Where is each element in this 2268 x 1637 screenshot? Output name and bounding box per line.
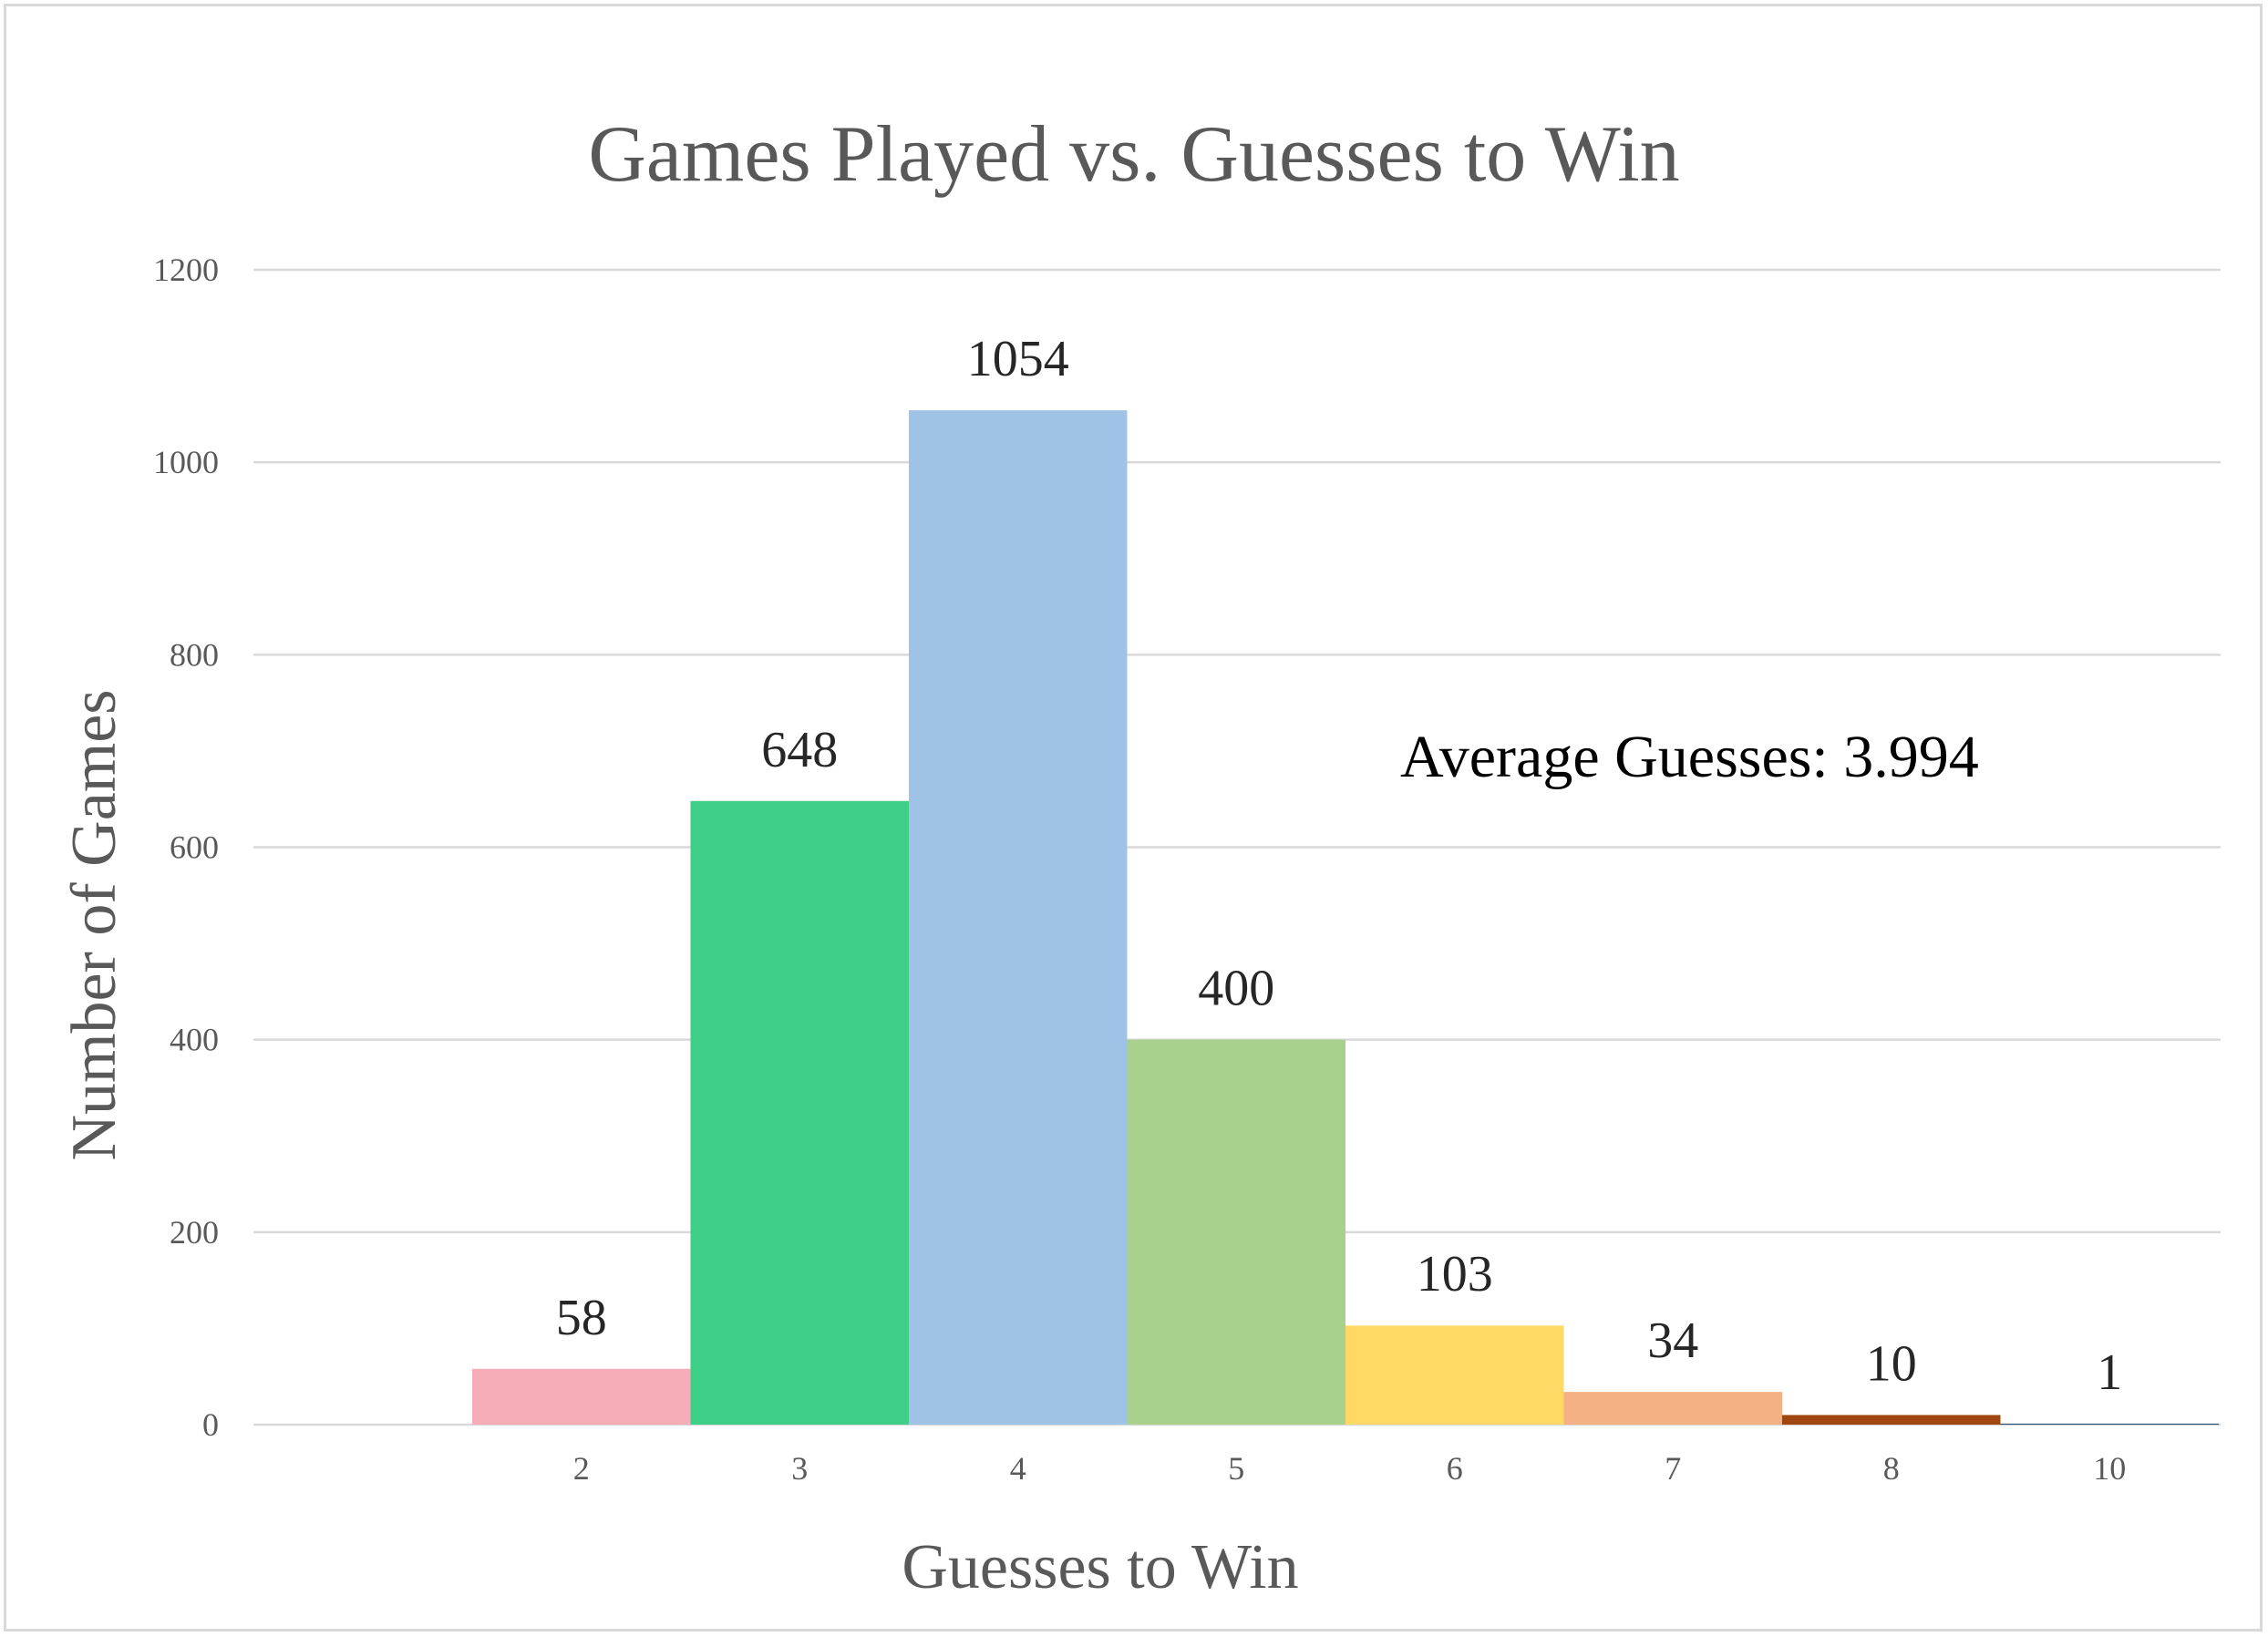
data-label-2: 58 bbox=[556, 1290, 607, 1346]
bar-7 bbox=[1563, 1392, 1782, 1425]
y-tick-label: 600 bbox=[170, 829, 219, 866]
bar-6 bbox=[1345, 1325, 1564, 1425]
data-labels: 58 648 1054 400 103 34 10 1 bbox=[556, 331, 2123, 1401]
x-tick-label-8: 8 bbox=[1883, 1450, 1900, 1487]
x-tick-label-3: 3 bbox=[791, 1450, 808, 1487]
y-axis-tick-labels: 0 200 400 600 800 1000 1200 bbox=[153, 252, 219, 1443]
bar-8 bbox=[1782, 1415, 2001, 1425]
bar-3 bbox=[690, 800, 909, 1425]
x-axis-title: Guesses to Win bbox=[902, 1532, 1298, 1602]
y-tick-label: 1000 bbox=[153, 444, 219, 480]
bars bbox=[472, 410, 2219, 1426]
x-tick-label-7: 7 bbox=[1665, 1450, 1681, 1487]
x-tick-label-6: 6 bbox=[1447, 1450, 1463, 1487]
y-axis-title: Number of Games bbox=[59, 689, 129, 1160]
chart-frame bbox=[4, 4, 2263, 1632]
y-tick-label: 400 bbox=[170, 1022, 219, 1058]
x-tick-label-2: 2 bbox=[573, 1450, 590, 1487]
data-label-10: 1 bbox=[2097, 1344, 2122, 1401]
x-tick-label-10: 10 bbox=[2093, 1450, 2126, 1487]
data-label-4: 1054 bbox=[967, 331, 1069, 387]
bar-10 bbox=[2000, 1423, 2219, 1425]
y-tick-label: 0 bbox=[202, 1406, 219, 1443]
x-axis-tick-labels: 2 3 4 5 6 7 8 10 bbox=[573, 1450, 2127, 1487]
y-tick-label: 800 bbox=[170, 636, 219, 673]
average-guesses-annotation: Average Guesses: 3.994 bbox=[1400, 724, 1979, 790]
data-label-3: 648 bbox=[761, 722, 838, 778]
data-label-6: 103 bbox=[1417, 1246, 1493, 1302]
x-tick-label-5: 5 bbox=[1228, 1450, 1244, 1487]
data-label-7: 34 bbox=[1647, 1313, 1698, 1369]
bar-5 bbox=[1127, 1039, 1345, 1425]
bar-4 bbox=[909, 410, 1128, 1426]
y-tick-label: 1200 bbox=[153, 252, 219, 288]
bar-2 bbox=[472, 1368, 691, 1425]
data-label-5: 400 bbox=[1198, 961, 1274, 1017]
chart-title: Games Played vs. Guesses to Win bbox=[588, 110, 1679, 199]
y-tick-label: 200 bbox=[170, 1214, 219, 1251]
x-tick-label-4: 4 bbox=[1010, 1450, 1026, 1487]
data-label-8: 10 bbox=[1866, 1335, 1917, 1392]
